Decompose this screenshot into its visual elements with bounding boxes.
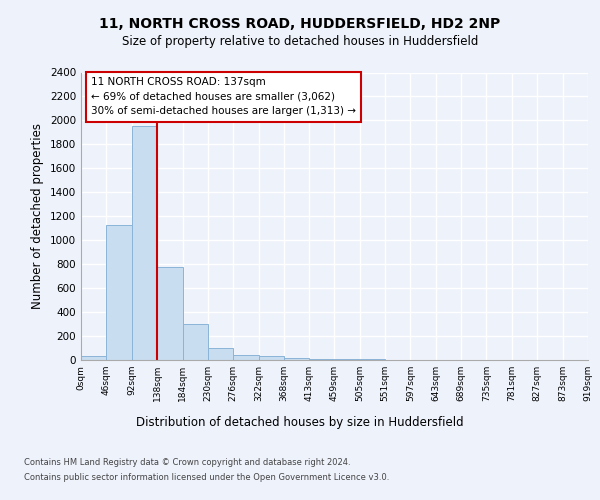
Y-axis label: Number of detached properties: Number of detached properties [31, 123, 44, 309]
Text: Contains public sector information licensed under the Open Government Licence v3: Contains public sector information licen… [24, 473, 389, 482]
Bar [208, 348, 233, 360]
Bar [309, 359, 334, 360]
Bar [132, 126, 157, 360]
Text: 11, NORTH CROSS ROAD, HUDDERSFIELD, HD2 2NP: 11, NORTH CROSS ROAD, HUDDERSFIELD, HD2 … [100, 18, 500, 32]
Bar [233, 354, 259, 360]
Text: Distribution of detached houses by size in Huddersfield: Distribution of detached houses by size … [136, 416, 464, 429]
Text: Contains HM Land Registry data © Crown copyright and database right 2024.: Contains HM Land Registry data © Crown c… [24, 458, 350, 467]
Bar [284, 358, 309, 360]
Bar [334, 359, 359, 360]
Bar [259, 356, 284, 360]
Bar [182, 324, 208, 360]
Bar [106, 224, 132, 360]
Bar [157, 267, 182, 360]
Text: 11 NORTH CROSS ROAD: 137sqm
← 69% of detached houses are smaller (3,062)
30% of : 11 NORTH CROSS ROAD: 137sqm ← 69% of det… [91, 77, 356, 116]
Text: Size of property relative to detached houses in Huddersfield: Size of property relative to detached ho… [122, 35, 478, 48]
Bar [81, 356, 106, 360]
